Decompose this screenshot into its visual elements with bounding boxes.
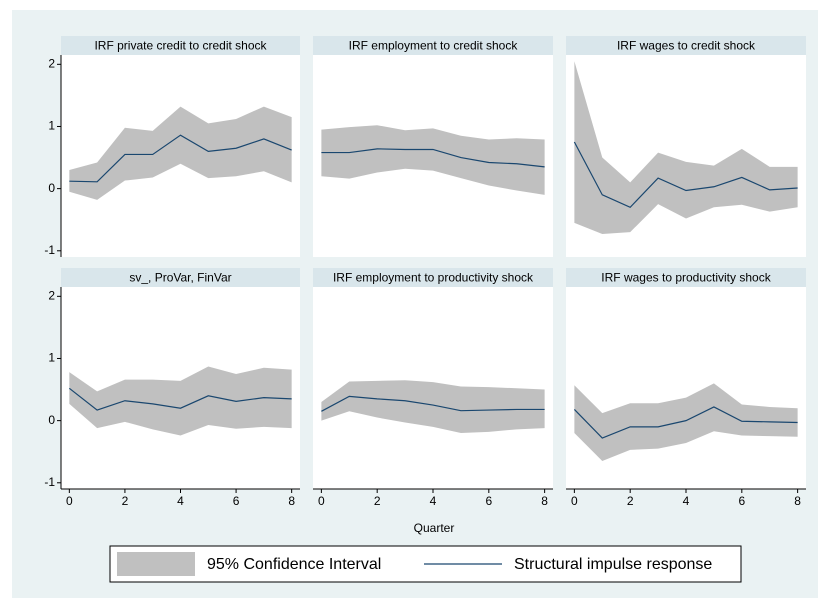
x-tick-label: 6 [485, 494, 492, 508]
irf-line [68, 387, 292, 411]
confidence-band [574, 383, 798, 462]
panel-title: sv_, ProVar, FinVar [129, 271, 231, 285]
y-tick-label: 2 [48, 288, 55, 302]
irf-line [321, 395, 545, 412]
x-tick-label: 6 [233, 494, 240, 508]
panel-title-strip [61, 36, 300, 55]
legend-ci-swatch [117, 552, 195, 576]
y-tick-label: -1 [44, 243, 55, 257]
x-tick-label: 8 [541, 494, 548, 508]
panel-title: IRF private credit to credit shock [94, 39, 267, 53]
panel-title-strip [566, 268, 806, 287]
irf-line [573, 406, 798, 439]
x-tick-label: 2 [627, 494, 634, 508]
x-tick-label: 0 [571, 494, 578, 508]
irf-line [69, 134, 292, 183]
x-tick-label: 8 [288, 494, 295, 508]
legend [109, 545, 742, 583]
confidence-band [574, 61, 798, 235]
x-tick-label: 6 [738, 494, 745, 508]
y-tick-label: 2 [48, 56, 55, 70]
y-tick-label: 0 [48, 413, 55, 427]
legend-label: 95% Confidence Interval [207, 556, 381, 573]
confidence-band [69, 366, 292, 436]
irf-line [573, 141, 798, 208]
y-tick-label: 1 [48, 351, 55, 365]
panel-title-strip [313, 36, 553, 55]
x-tick-label: 4 [430, 494, 437, 508]
confidence-band [69, 106, 292, 200]
x-tick-label: 2 [122, 494, 129, 508]
x-tick-label: 8 [794, 494, 801, 508]
panel-title: IRF wages to productivity shock [601, 271, 771, 285]
x-tick-label: 0 [66, 494, 73, 508]
x-tick-label: 2 [374, 494, 381, 508]
panel-title-strip [61, 268, 300, 287]
y-tick-label: 1 [48, 119, 55, 133]
y-tick-label: -1 [44, 475, 55, 489]
panel-title: IRF employment to productivity shock [333, 271, 534, 285]
confidence-band [321, 125, 545, 195]
panel-title-strip [313, 268, 553, 287]
legend-label: Structural impulse response [514, 556, 712, 573]
confidence-band [321, 380, 545, 434]
y-tick-label: 0 [48, 181, 55, 195]
panel-title-strip [566, 36, 806, 55]
panel-title: IRF employment to credit shock [349, 39, 519, 53]
x-axis-label: Quarter [414, 521, 455, 535]
x-tick-label: 0 [318, 494, 325, 508]
x-tick-label: 4 [683, 494, 690, 508]
panel-title: IRF wages to credit shock [617, 39, 756, 53]
x-tick-label: 4 [177, 494, 184, 508]
irf-line [321, 148, 545, 168]
